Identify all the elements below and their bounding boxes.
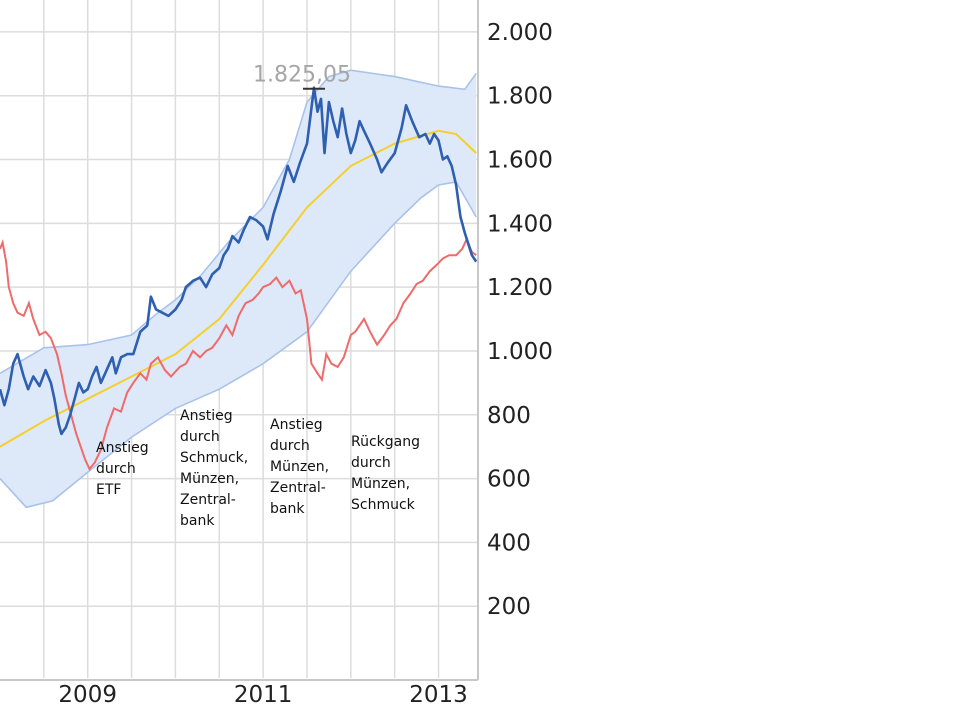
- y-tick-label: 1.600: [487, 148, 553, 174]
- y-tick-label: 2.000: [487, 20, 553, 46]
- annotation-line: Anstieg: [96, 440, 149, 456]
- annotation-4: Rückgang durch Münzen, Schmuck: [351, 432, 420, 516]
- annotation-line: Zentral-: [270, 480, 326, 496]
- annotation-line: Zentral-: [180, 492, 236, 508]
- y-tick-label: 400: [487, 530, 531, 556]
- bollinger-band: [0, 70, 477, 508]
- annotation-line: Münzen,: [180, 471, 240, 487]
- peak-value-label: 1.825,05: [253, 63, 351, 88]
- annotation-line: Schmuck,: [180, 450, 249, 466]
- annotation-line: Schmuck: [351, 497, 415, 513]
- annotation-line: durch: [180, 429, 220, 445]
- band-lower-edge: [0, 181, 477, 509]
- annotation-line: durch: [96, 461, 136, 477]
- annotation-3: Anstieg durch Münzen, Zentral-bank: [270, 415, 329, 520]
- annotation-line: Anstieg: [180, 408, 233, 424]
- annotation-line: bank: [180, 513, 215, 529]
- y-axis-ticks: 200 400 600 800 1.000 1.200 1.400 1.600 1.800 2.0…: [487, 20, 553, 620]
- annotation-1: Anstieg durch ETF: [96, 438, 149, 501]
- annotation-line: bank: [270, 501, 305, 517]
- y-tick-label: 800: [487, 403, 531, 429]
- annotation-line: Rückgang: [351, 434, 421, 450]
- x-axis-ticks: 2009 2011 2013: [58, 682, 467, 708]
- y-tick-label: 200: [487, 594, 531, 620]
- annotation-line: durch: [270, 438, 310, 454]
- annotation-line: Anstieg: [270, 417, 323, 433]
- x-tick-label: 2009: [58, 682, 117, 708]
- annotation-line: Münzen,: [270, 459, 330, 475]
- y-tick-label: 1.200: [487, 275, 553, 301]
- annotation-line: Münzen,: [351, 476, 411, 492]
- annotation-2: Anstieg durch Schmuck, Münzen, Zentral-bank: [180, 406, 248, 532]
- price-line: [0, 86, 478, 436]
- comparison-line: [0, 236, 477, 471]
- annotation-line: ETF: [96, 482, 122, 498]
- moving-average-line: [0, 129, 477, 448]
- y-tick-label: 1.400: [487, 211, 553, 237]
- band-upper-edge: [0, 69, 477, 374]
- y-tick-label: 1.000: [487, 339, 553, 365]
- x-tick-label: 2013: [409, 682, 468, 708]
- x-tick-label: 2011: [234, 682, 293, 708]
- y-tick-label: 600: [487, 467, 531, 493]
- y-tick-label: 1.800: [487, 84, 553, 110]
- annotation-line: durch: [351, 455, 391, 471]
